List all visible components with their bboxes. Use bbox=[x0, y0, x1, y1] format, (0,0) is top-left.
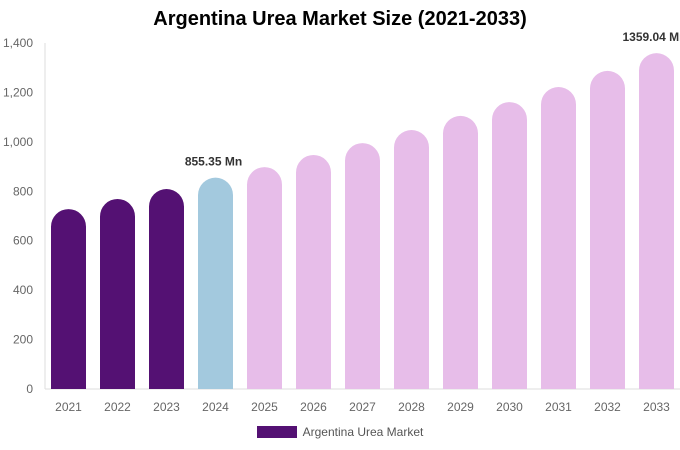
y-tick-label: 1,200 bbox=[3, 85, 33, 99]
data-label: 855.35 Mn bbox=[185, 155, 242, 169]
x-tick-label: 2027 bbox=[349, 400, 376, 414]
bar-2029[interactable] bbox=[443, 115, 478, 389]
bar-2031[interactable] bbox=[541, 86, 576, 390]
legend-swatch bbox=[256, 426, 297, 438]
y-tick-label: 1,000 bbox=[3, 135, 33, 149]
bar-2028[interactable] bbox=[394, 129, 429, 389]
bar-2033[interactable] bbox=[639, 53, 674, 389]
y-tick-label: 600 bbox=[13, 234, 33, 248]
chart-title: Argentina Urea Market Size (2021-2033) bbox=[153, 8, 527, 30]
y-tick-label: 200 bbox=[13, 333, 33, 347]
x-tick-label: 2032 bbox=[594, 400, 621, 414]
x-tick-label: 2030 bbox=[496, 400, 523, 414]
bar-2032[interactable] bbox=[590, 70, 625, 390]
x-tick-label: 2029 bbox=[447, 400, 474, 414]
y-tick-label: 400 bbox=[13, 283, 33, 297]
legend: Argentina Urea Market bbox=[0, 425, 680, 439]
x-tick-label: 2026 bbox=[300, 400, 327, 414]
bar-2023[interactable] bbox=[149, 189, 184, 389]
y-tick-label: 0 bbox=[26, 382, 33, 396]
data-label: 1359.04 Mn bbox=[622, 30, 680, 44]
bar-2024[interactable] bbox=[198, 177, 233, 389]
legend-label[interactable]: Argentina Urea Market bbox=[302, 425, 424, 439]
bar-2022[interactable] bbox=[100, 198, 135, 389]
bar-2021[interactable] bbox=[51, 209, 86, 389]
bar-2030[interactable] bbox=[492, 102, 527, 390]
x-tick-label: 2031 bbox=[545, 400, 572, 414]
bar-2025[interactable] bbox=[247, 167, 282, 389]
x-tick-label: 2021 bbox=[55, 400, 82, 414]
x-tick-label: 2028 bbox=[398, 400, 425, 414]
x-tick-label: 2023 bbox=[153, 400, 180, 414]
y-tick-label: 800 bbox=[13, 184, 33, 198]
x-tick-label: 2022 bbox=[104, 400, 131, 414]
x-tick-label: 2024 bbox=[202, 400, 229, 414]
bar-2026[interactable] bbox=[296, 154, 331, 389]
x-tick-label: 2033 bbox=[643, 400, 670, 414]
bar-2027[interactable] bbox=[345, 143, 380, 389]
y-tick-label: 1,400 bbox=[3, 36, 33, 50]
x-tick-label: 2025 bbox=[251, 400, 278, 414]
